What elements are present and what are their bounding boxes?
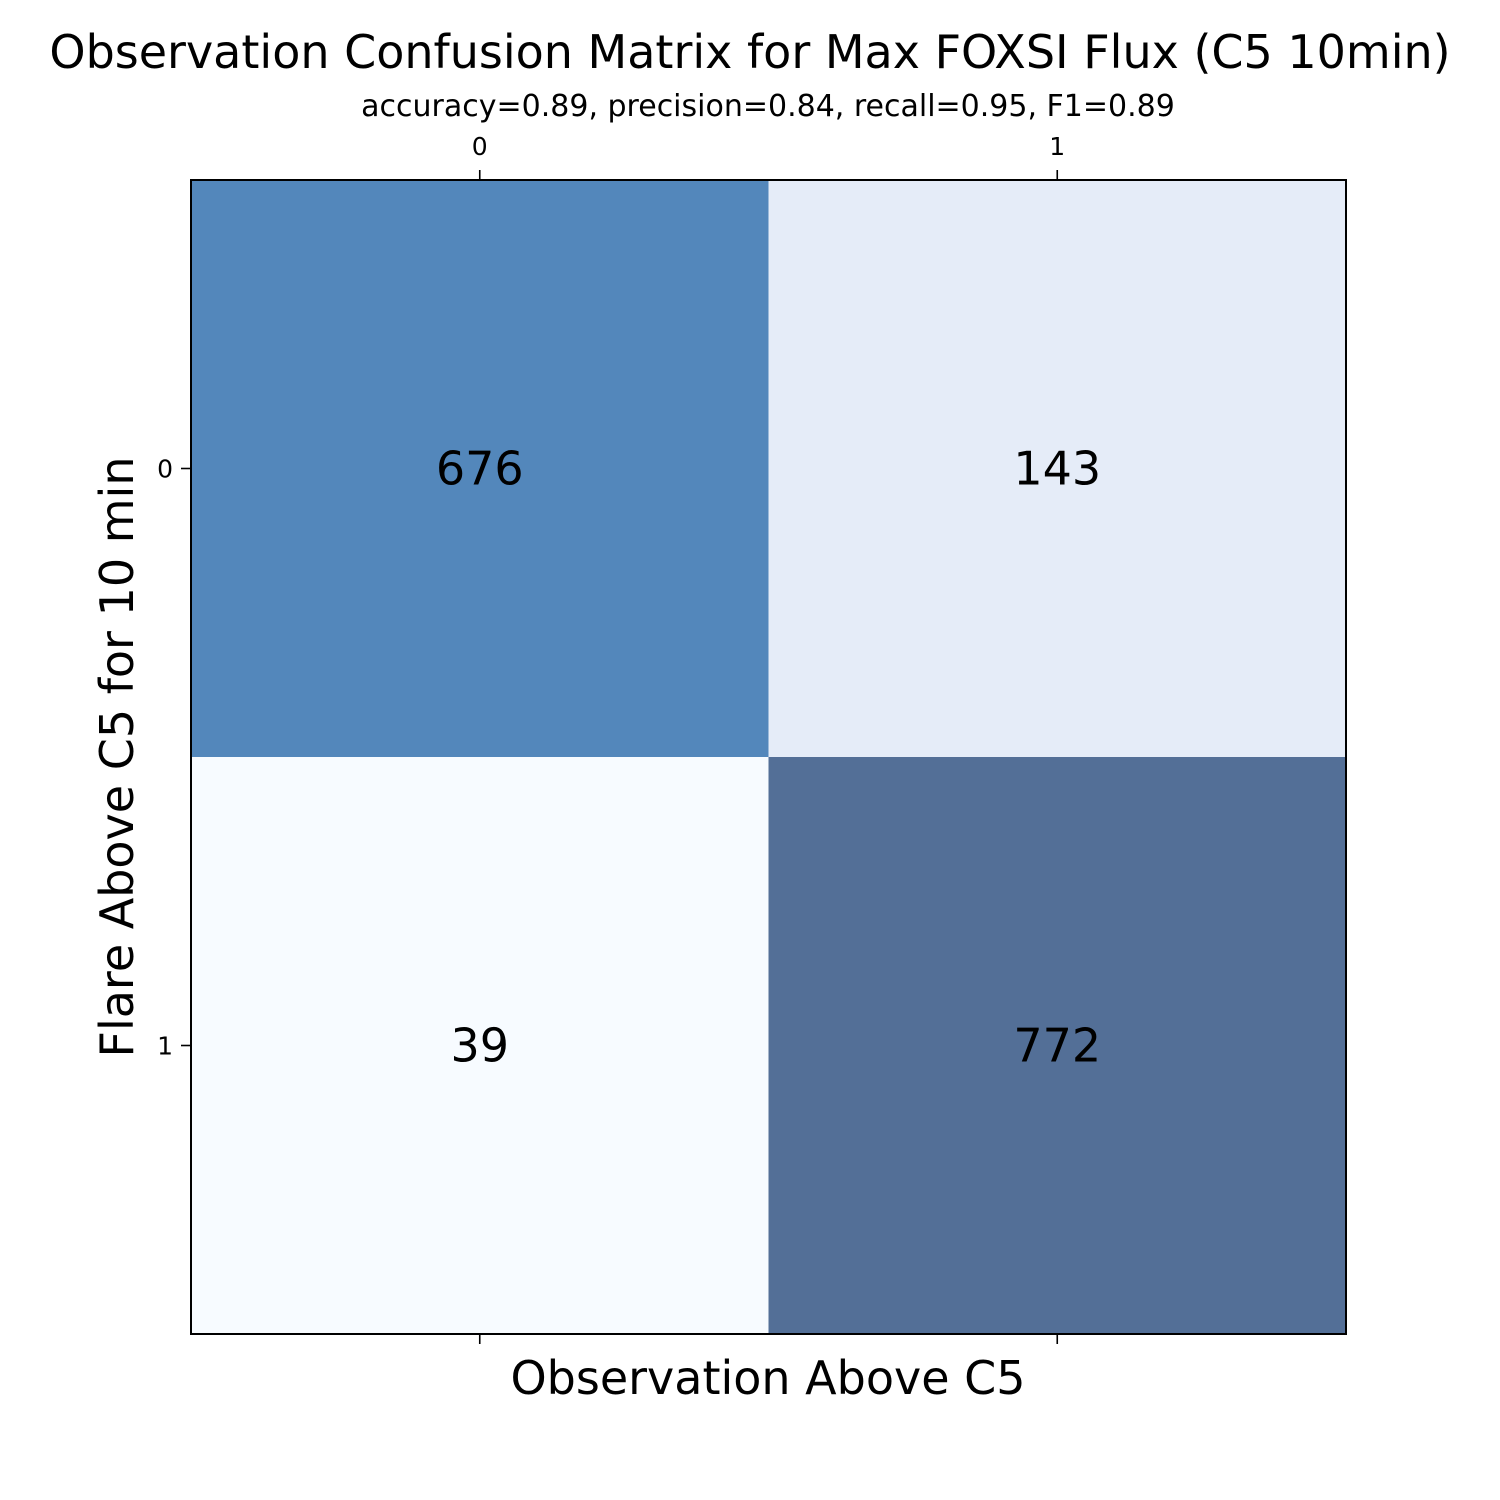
heatmap-cell-r1-c0	[191, 757, 769, 1335]
x-tick-label-1: 1	[1049, 132, 1065, 161]
x-tick-label-0: 0	[472, 132, 488, 161]
plot-frame	[190, 179, 1347, 1335]
heatmap-cells	[191, 180, 1347, 1335]
y-tick-label-0: 0	[157, 455, 173, 484]
y-axis-ticks: 01	[157, 455, 191, 1061]
cell-value-r1-c1: 772	[1013, 1019, 1101, 1073]
x-axis-label: Observation Above C5	[510, 1351, 1025, 1405]
y-axis-label: Flare Above C5 for 10 min	[90, 457, 144, 1058]
heatmap-cell-r0-c0	[191, 180, 769, 758]
cell-value-r1-c0: 39	[450, 1019, 509, 1073]
cell-value-r0-c0: 676	[436, 442, 524, 496]
heatmap-cell-labels: 676 143 39 772	[436, 442, 1101, 1073]
y-tick-label-1: 1	[157, 1032, 173, 1061]
chart-title: Observation Confusion Matrix for Max FOX…	[49, 25, 1450, 79]
chart-subtitle: accuracy=0.89, precision=0.84, recall=0.…	[361, 89, 1175, 124]
cell-value-r0-c1: 143	[1013, 442, 1101, 496]
heatmap-cell-r1-c1	[768, 757, 1347, 1335]
heatmap-cell-r0-c1	[768, 180, 1347, 758]
